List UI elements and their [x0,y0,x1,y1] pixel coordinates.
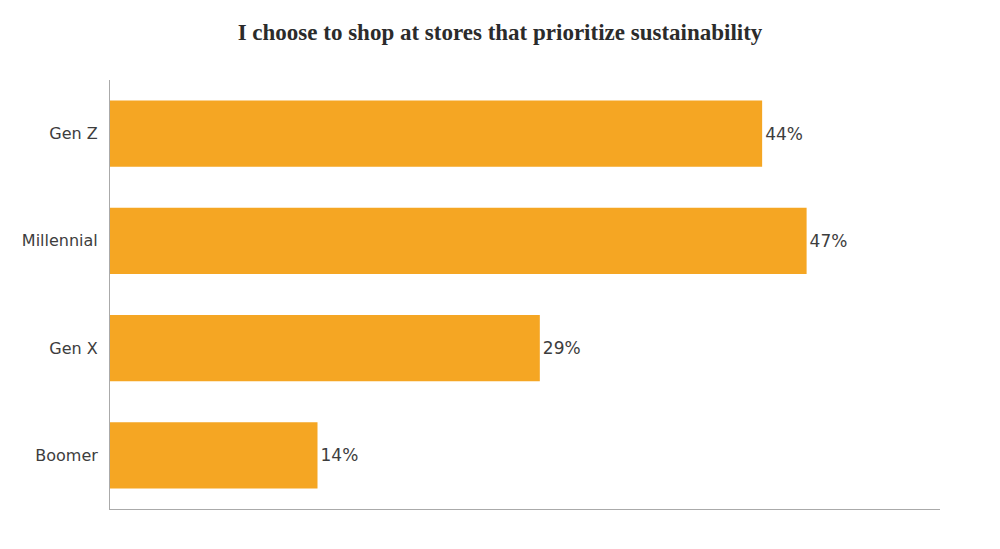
svg-text:44%: 44% [765,124,803,144]
svg-text:Gen Z: Gen Z [49,124,97,143]
svg-text:29%: 29% [543,338,581,358]
svg-text:Gen X: Gen X [49,339,97,358]
svg-text:Boomer: Boomer [35,446,98,465]
svg-text:I choose to shop at stores tha: I choose to shop at stores that prioriti… [238,20,763,45]
svg-text:47%: 47% [810,231,848,251]
svg-text:Millennial: Millennial [22,231,98,250]
svg-text:14%: 14% [321,445,359,465]
